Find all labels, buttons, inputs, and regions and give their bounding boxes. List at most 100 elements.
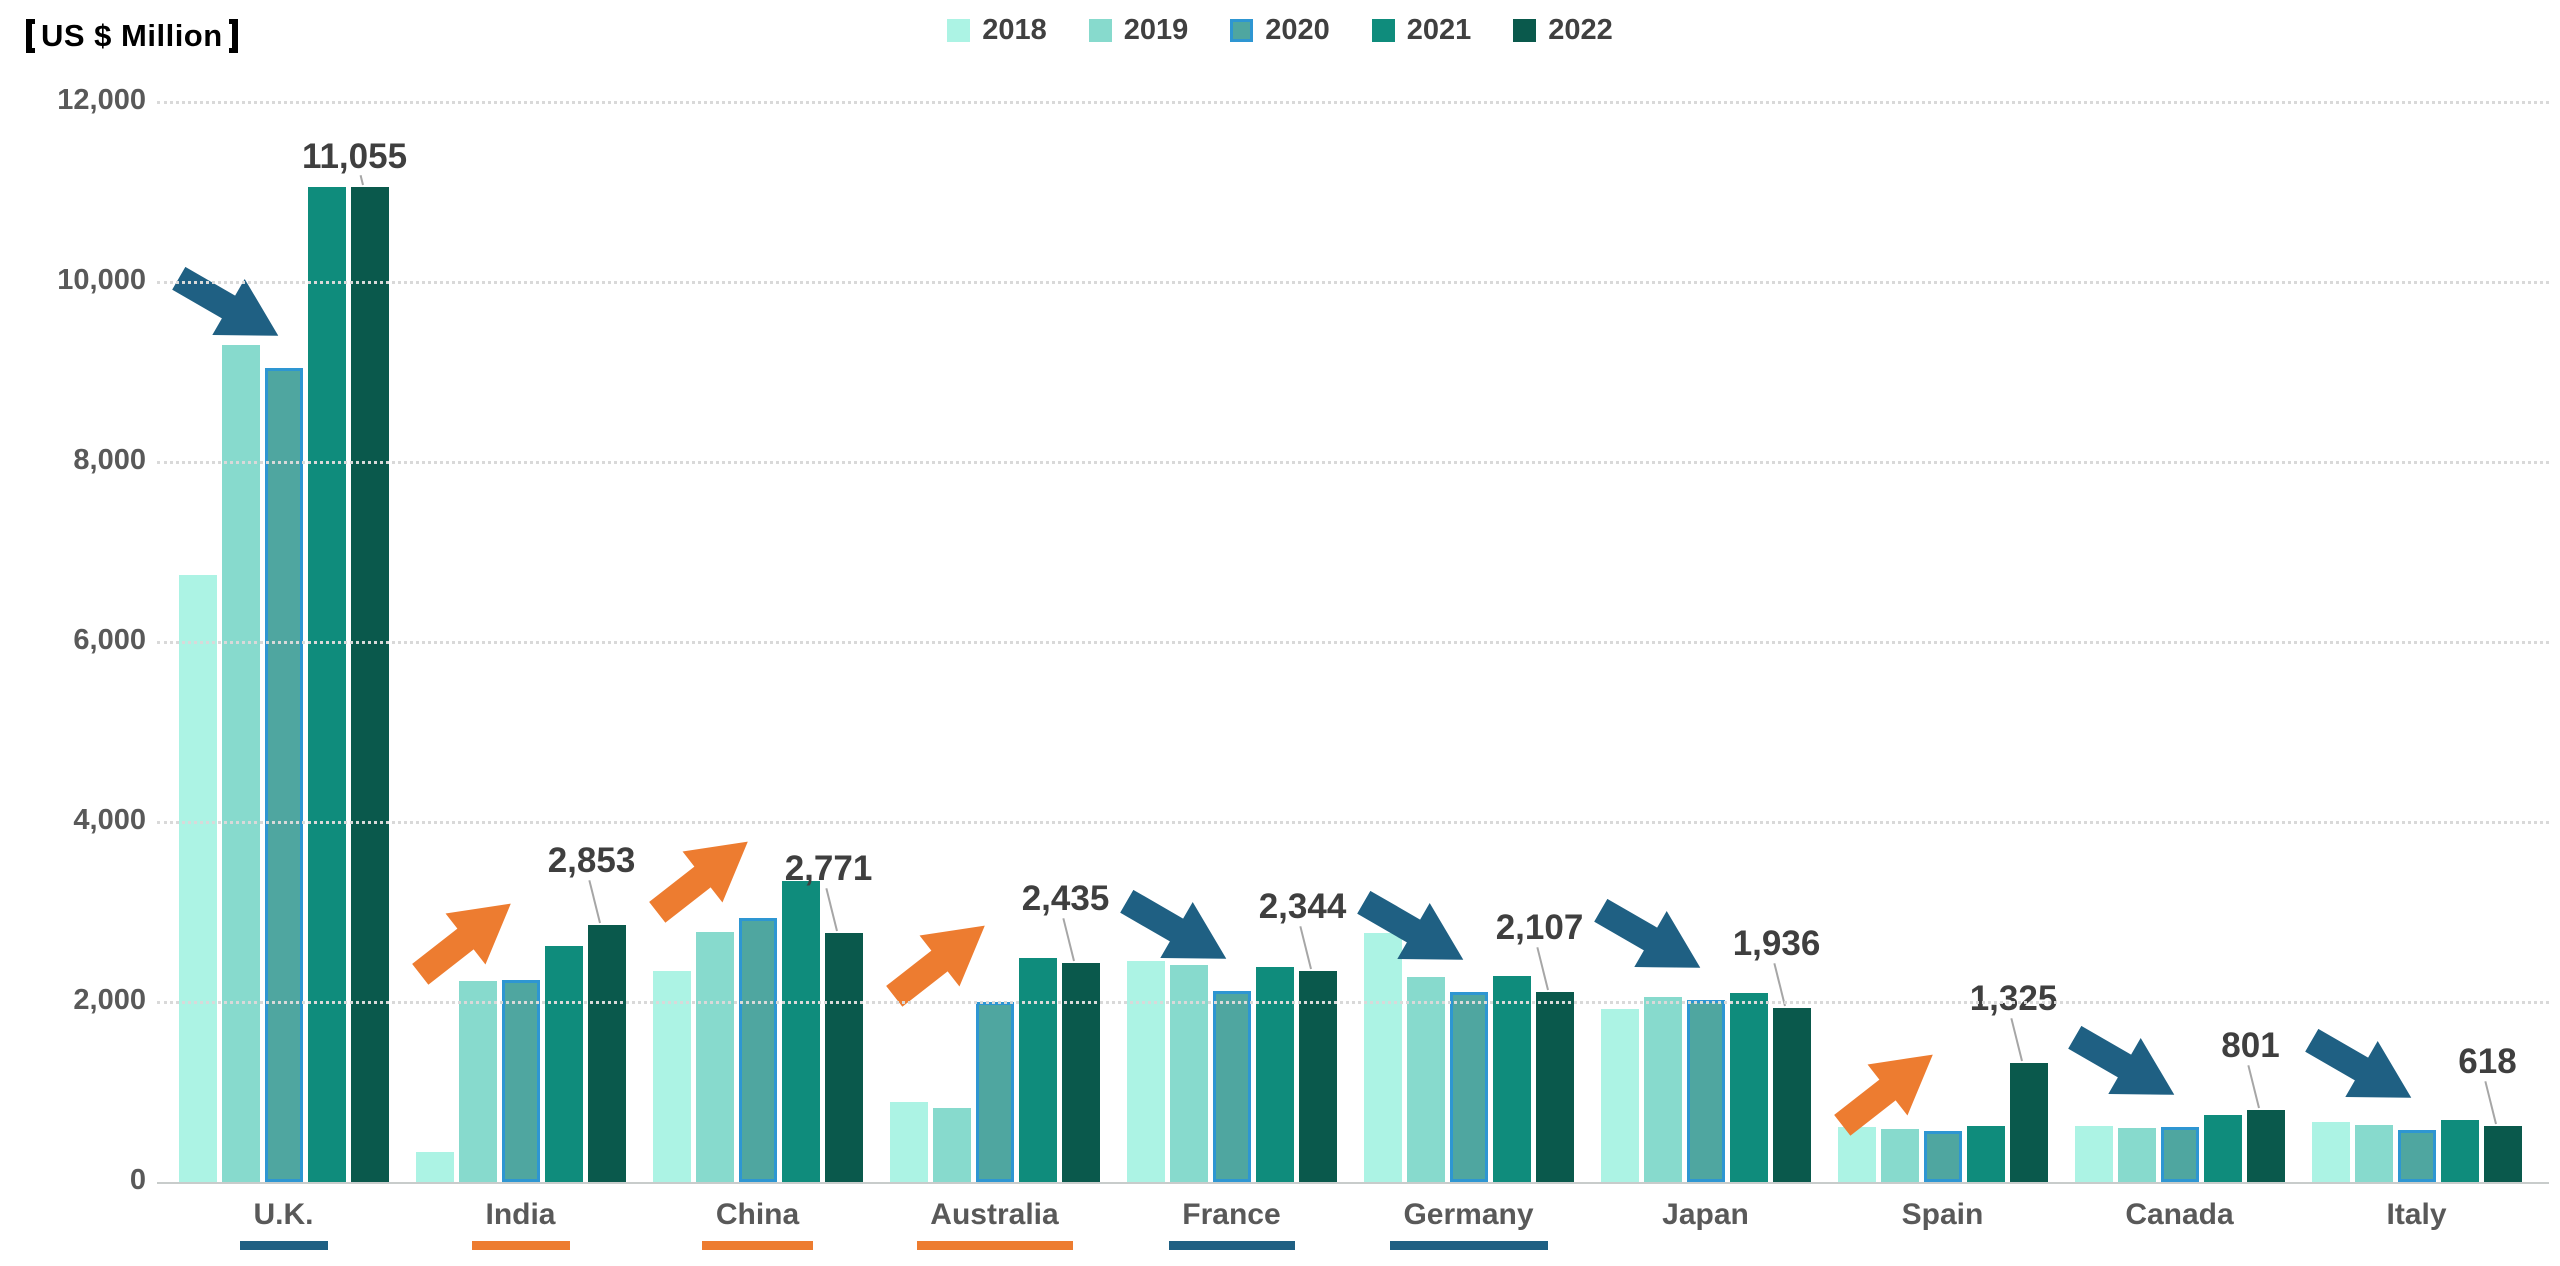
- bar-france-2020: [1212, 991, 1251, 1182]
- bars-china: [639, 880, 876, 1182]
- bar-group-india: 2,853 India: [402, 102, 639, 1250]
- legend-swatch-2021: [1371, 19, 1395, 42]
- y-tick-label: 10,000: [57, 264, 146, 296]
- category-label-text: Australia: [930, 1198, 1059, 1231]
- plot-area: 11,055 U.K. 2,853 India 2,771 China 2,435 Austr…: [157, 101, 2549, 1250]
- y-tick-label: 2,000: [73, 984, 146, 1016]
- bar-group-japan: 1,936 Japan: [1587, 102, 1824, 1231]
- legend-item-2020: 2020: [1230, 14, 1330, 47]
- bar-uk-2018: [178, 574, 217, 1182]
- bar-group-australia: 2,435 Australia: [876, 102, 1113, 1250]
- bar-uk-2021: [307, 186, 346, 1182]
- callout-leader-line: [2483, 1081, 2497, 1125]
- bar-japan-2018: [1600, 1009, 1639, 1182]
- gridline-8000: [157, 461, 2549, 464]
- category-label-text: Japan: [1662, 1198, 1749, 1231]
- gridline-4000: [157, 821, 2549, 824]
- bars-uk: [165, 186, 402, 1182]
- legend-item-2021: 2021: [1371, 14, 1472, 47]
- right-lenticular-bracket: [228, 19, 238, 53]
- callout-leader-line: [2246, 1064, 2260, 1109]
- bar-australia-2018: [889, 1101, 928, 1182]
- trend-up-arrow-icon: [872, 897, 1007, 1025]
- category-label-china: China: [639, 1198, 876, 1250]
- trend-up-arrow-icon: [635, 814, 770, 942]
- legend-label-2022: 2022: [1548, 14, 1613, 46]
- bar-italy-2020: [2397, 1129, 2436, 1182]
- trend-up-arrow-icon: [1820, 1026, 1955, 1154]
- bar-canada-2018: [2074, 1126, 2113, 1182]
- unit-label: US $ Million: [26, 18, 238, 54]
- bar-india-2022: [587, 925, 626, 1182]
- callout-label-canada: 801: [2221, 1025, 2280, 1065]
- bar-japan-2022: [1772, 1007, 1811, 1182]
- bar-australia-2020: [975, 1002, 1014, 1182]
- trend-down-arrow-icon: [1346, 871, 1482, 991]
- category-label-text: India: [485, 1198, 556, 1231]
- gridline-2000: [157, 1001, 2549, 1004]
- category-label-text: U.K.: [253, 1198, 314, 1231]
- bar-india-2018: [415, 1152, 454, 1182]
- callout-label-italy: 618: [2458, 1042, 2517, 1082]
- category-label-text: France: [1182, 1198, 1281, 1231]
- bar-uk-2019: [221, 345, 260, 1182]
- bar-italy-2022: [2483, 1126, 2522, 1182]
- gridline-10000: [157, 281, 2549, 284]
- legend-swatch-2022: [1513, 19, 1537, 42]
- bar-italy-2019: [2354, 1125, 2393, 1182]
- legend-item-2022: 2022: [1513, 14, 1613, 47]
- category-label-germany: Germany: [1350, 1198, 1587, 1250]
- legend-item-2018: 2018: [947, 14, 1047, 47]
- callout-label-australia: 2,435: [1021, 878, 1110, 918]
- category-underline-germany: [1389, 1241, 1548, 1250]
- bar-group-uk: 11,055 U.K.: [165, 102, 407, 1250]
- bar-france-2022: [1298, 971, 1337, 1182]
- category-underline-australia: [916, 1241, 1073, 1250]
- bar-spain-2022: [2009, 1062, 2048, 1182]
- bar-japan-2020: [1686, 1000, 1725, 1182]
- bar-canada-2022: [2246, 1109, 2285, 1182]
- bar-uk-2020: [264, 367, 303, 1182]
- bar-italy-2018: [2311, 1122, 2350, 1182]
- y-tick-label: 8,000: [73, 444, 146, 476]
- y-tick-label: 0: [129, 1164, 146, 1196]
- bar-italy-2021: [2440, 1119, 2479, 1182]
- callout-label-uk: 11,055: [301, 137, 408, 177]
- callout-leader-line: [1061, 917, 1075, 962]
- legend-label-2018: 2018: [982, 14, 1047, 46]
- bar-germany-2021: [1492, 975, 1531, 1182]
- category-underline-uk: [239, 1241, 328, 1250]
- bars-germany: [1350, 932, 1587, 1182]
- bar-china-2020: [738, 918, 777, 1182]
- bar-india-2020: [501, 979, 540, 1182]
- category-underline-france: [1168, 1241, 1295, 1250]
- callout-label-china: 2,771: [784, 848, 873, 888]
- bar-canada-2020: [2160, 1127, 2199, 1182]
- left-lenticular-bracket: [26, 19, 35, 53]
- bar-china-2021: [781, 880, 820, 1182]
- bars-spain: [1824, 1062, 2061, 1182]
- legend: 2018 2019 2020 2021 2022: [0, 14, 2560, 47]
- bar-australia-2021: [1018, 957, 1057, 1182]
- bar-france-2021: [1255, 966, 1294, 1182]
- category-label-australia: Australia: [876, 1198, 1113, 1250]
- category-label-japan: Japan: [1587, 1198, 1824, 1232]
- bar-canada-2019: [2117, 1128, 2156, 1182]
- category-label-spain: Spain: [1824, 1198, 2061, 1232]
- category-label-text: Germany: [1403, 1198, 1534, 1231]
- bar-group-canada: 801 Canada: [2061, 102, 2298, 1231]
- callout-label-japan: 1,936: [1732, 923, 1821, 963]
- legend-label-2021: 2021: [1406, 14, 1472, 46]
- x-axis-baseline: [157, 1182, 2549, 1184]
- callout-label-india: 2,853: [547, 841, 636, 881]
- trend-up-arrow-icon: [398, 875, 533, 1003]
- bar-group-spain: 1,325 Spain: [1824, 102, 2061, 1231]
- callout-leader-line: [587, 880, 601, 924]
- gridline-12000: [157, 101, 2549, 104]
- trend-down-arrow-icon: [1583, 879, 1719, 999]
- trend-down-arrow-icon: [2294, 1009, 2430, 1129]
- bar-india-2021: [544, 946, 583, 1182]
- bars-italy: [2298, 1119, 2535, 1182]
- category-label-uk: U.K.: [165, 1198, 402, 1250]
